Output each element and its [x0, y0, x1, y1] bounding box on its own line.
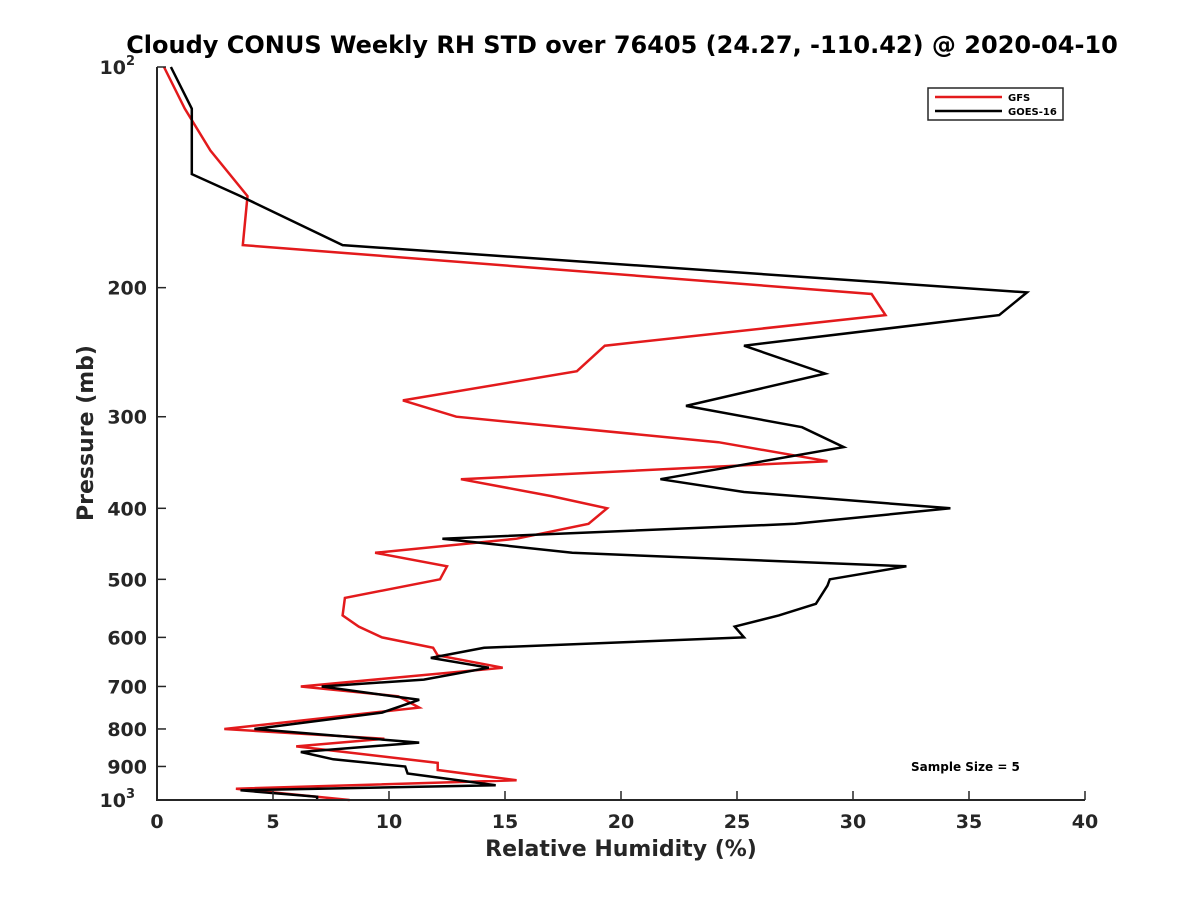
y-tick-label: 300	[107, 407, 147, 429]
x-tick-label: 5	[266, 811, 279, 833]
y-axis-label: Pressure (mb)	[74, 345, 99, 521]
chart-title: Cloudy CONUS Weekly RH STD over 76405 (2…	[126, 31, 1118, 59]
x-tick-label: 40	[1072, 811, 1098, 833]
y-tick-label: 200	[107, 278, 147, 300]
y-tick-label: 700	[107, 676, 147, 698]
legend: GFS GOES-16	[927, 87, 1064, 121]
x-tick-label: 25	[724, 811, 750, 833]
x-tick-label: 30	[840, 811, 866, 833]
y-tick-label: 900	[107, 756, 147, 778]
x-tick-label: 0	[150, 811, 163, 833]
x-tick-label: 10	[376, 811, 402, 833]
series-layer	[162, 66, 1031, 802]
x-tick-label: 35	[956, 811, 982, 833]
x-tick-label: 20	[608, 811, 634, 833]
x-tick-label: 15	[492, 811, 518, 833]
series-line-goes16	[169, 66, 1031, 800]
y-tick-label: 600	[107, 627, 147, 649]
legend-entry-goes16: GOES-16	[1008, 107, 1057, 118]
legend-entry-gfs: GFS	[1008, 93, 1030, 104]
x-axis-label: Relative Humidity (%)	[485, 837, 757, 862]
y-tick-label: 800	[107, 719, 147, 741]
y-tick-label: 500	[107, 569, 147, 591]
x-axis: 0 5 10 15 20 25 30 35 40	[150, 791, 1098, 833]
y-tick-label: 400	[107, 498, 147, 520]
sample-size-annotation: Sample Size = 5	[911, 760, 1020, 774]
legend-box	[927, 87, 1064, 121]
